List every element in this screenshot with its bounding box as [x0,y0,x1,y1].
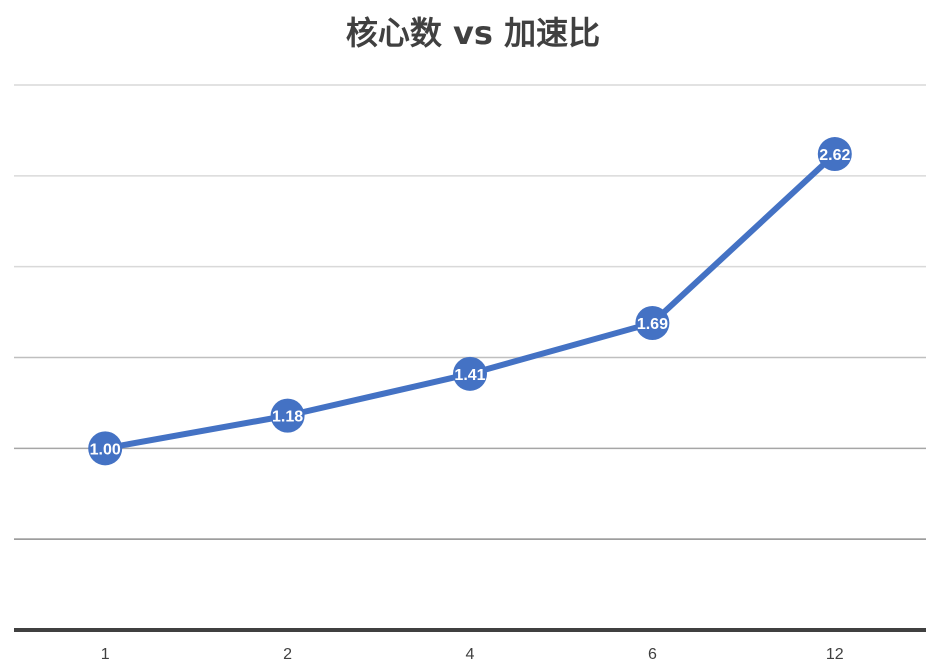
data-markers: 1.00 1.18 1.41 1.69 2.62 [88,137,852,466]
x-tick-label: 1 [101,646,110,663]
data-point [635,305,670,340]
x-tick-label: 4 [466,646,475,663]
x-tick-label: 6 [648,646,657,663]
x-tick-labels: 1 2 4 6 12 [101,646,844,663]
data-point [270,398,305,433]
data-label: 1.69 [637,316,668,333]
data-point [817,137,852,172]
data-label: 1.00 [90,441,121,458]
data-point [453,356,487,391]
series-line-group [102,151,838,452]
gridlines [14,84,926,540]
series-line [102,151,838,452]
data-label: 1.18 [272,409,303,426]
x-tick-label: 12 [826,646,844,663]
data-point [88,431,123,466]
data-label: 2.62 [819,147,850,164]
chart-title: 核心数 vs 加速比 [345,14,601,52]
x-tick-label: 2 [283,646,292,663]
data-label: 1.41 [454,367,485,384]
